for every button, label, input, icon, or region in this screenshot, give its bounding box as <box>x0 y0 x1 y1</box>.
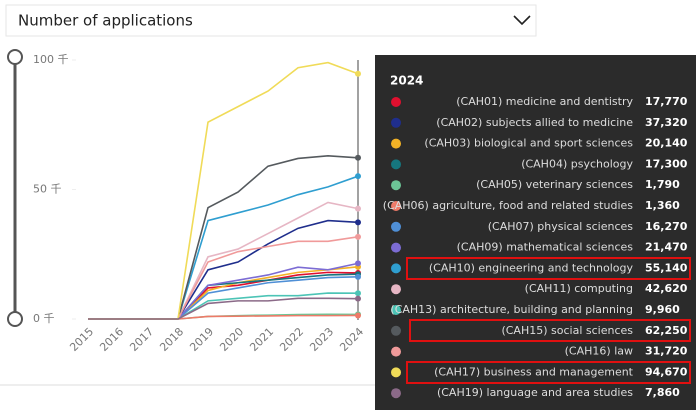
hover-dot <box>355 233 361 240</box>
tooltip-label: (CAH06) agriculture, food and related st… <box>383 199 633 212</box>
hover-dot <box>355 312 361 319</box>
tooltip-value: 20,140 <box>645 137 688 150</box>
y-tick-label: 100 千 <box>33 53 69 66</box>
tooltip-label: (CAH10) engineering and technology <box>429 261 634 274</box>
hover-dot <box>355 154 361 161</box>
highlight-box <box>409 319 691 342</box>
series-line <box>88 273 359 320</box>
series-line <box>88 61 359 320</box>
highlight-box <box>406 257 691 280</box>
tooltip-label: (CAH15) social sciences <box>501 324 633 337</box>
legend-dot <box>391 388 401 399</box>
legend-dot <box>391 284 401 295</box>
series-line <box>88 271 359 320</box>
tooltip-label: (CAH13) architecture, building and plann… <box>390 303 633 316</box>
tooltip-label: (CAH09) mathematical sciences <box>457 241 634 254</box>
tooltip-label: (CAH02) subjects allied to medicine <box>436 116 633 129</box>
x-tick-label: 2024 <box>337 325 366 354</box>
tooltip-label: (CAH07) physical sciences <box>488 220 634 233</box>
legend-dot <box>391 325 401 336</box>
tooltip-value: 1,360 <box>645 199 680 212</box>
series-line <box>88 219 359 320</box>
hover-dot <box>355 273 361 280</box>
tooltip-value: 1,790 <box>645 178 680 191</box>
tooltip-label: (CAH11) computing <box>525 282 633 295</box>
legend-dot <box>391 117 401 128</box>
tooltip-label: (CAH04) psychology <box>521 157 633 170</box>
hover-dot <box>355 295 361 302</box>
hover-dot <box>355 219 361 226</box>
slider-handle[interactable] <box>7 311 23 327</box>
x-tick-label: 2018 <box>157 325 186 354</box>
legend-dot <box>391 97 401 107</box>
tooltip-value: 9,960 <box>645 303 680 316</box>
hover-dot <box>355 205 361 212</box>
tooltip-label: (CAH05) veterinary sciences <box>476 178 633 191</box>
hover-dot <box>355 70 361 77</box>
tooltip-value: 62,250 <box>645 324 688 337</box>
tooltip-value: 17,300 <box>645 157 688 170</box>
tooltip-label: (CAH16) law <box>565 345 633 358</box>
chevron <box>513 15 531 26</box>
tooltip-rows: (CAH01) medicine and dentistry 17,770 (CAH… <box>383 95 688 399</box>
series-line <box>88 297 359 320</box>
highlight-box <box>406 361 691 384</box>
x-tick-label: 2020 <box>217 325 246 354</box>
series-line <box>88 266 359 320</box>
tooltip-label: (CAH01) medicine and dentistry <box>456 95 633 108</box>
legend-dot <box>391 305 401 315</box>
x-tick-label: 2019 <box>187 325 216 354</box>
tooltip-value: 31,720 <box>645 345 688 358</box>
plot: 0 千 50 千 100 千 2015 2016 2017 2018 2019 2020 2021… <box>33 53 366 354</box>
y-tick-label: 0 千 <box>33 312 55 325</box>
hover-dot <box>355 260 361 267</box>
tooltip-value: 16,270 <box>645 220 688 233</box>
legend-dot <box>391 201 401 211</box>
legend-dot <box>391 367 401 378</box>
x-tick-label: 2022 <box>277 325 306 354</box>
tooltip-title: 2024 <box>390 74 423 88</box>
tooltip-value: 37,320 <box>645 116 688 129</box>
legend-dot <box>391 221 401 232</box>
x-tick-label: 2017 <box>127 325 156 354</box>
x-tick-label: 2016 <box>97 325 126 354</box>
dropdown-label: Number of applications <box>18 12 193 30</box>
tooltip-value: 7,860 <box>645 386 680 399</box>
tooltip-label: (CAH03) biological and sport sciences <box>424 137 633 150</box>
tooltip-label: (CAH17) business and management <box>434 365 634 378</box>
legend-dot <box>391 263 401 274</box>
legend-dot <box>391 346 401 357</box>
slider-handle[interactable] <box>7 49 23 65</box>
legend-dot <box>391 242 401 253</box>
tooltip-value: 94,670 <box>645 365 688 378</box>
tooltip-value: 42,620 <box>645 282 688 295</box>
hover-dot <box>355 290 361 297</box>
tooltip-label: (CAH19) language and area studies <box>437 386 633 399</box>
legend-dot <box>391 159 401 170</box>
x-tick-label: 2015 <box>67 325 96 354</box>
legend-dot <box>391 180 401 191</box>
legend-dot <box>391 138 401 149</box>
tooltip-value: 17,770 <box>645 95 688 108</box>
x-tick-label: 2021 <box>247 325 276 354</box>
tooltip-value: 21,470 <box>645 241 688 254</box>
tooltip <box>375 55 696 410</box>
hover-dot <box>355 173 361 180</box>
y-tick-label: 50 千 <box>33 183 62 196</box>
x-tick-label: 2023 <box>307 325 336 354</box>
dropdown[interactable] <box>5 4 537 37</box>
tooltip-value: 55,140 <box>645 261 688 274</box>
